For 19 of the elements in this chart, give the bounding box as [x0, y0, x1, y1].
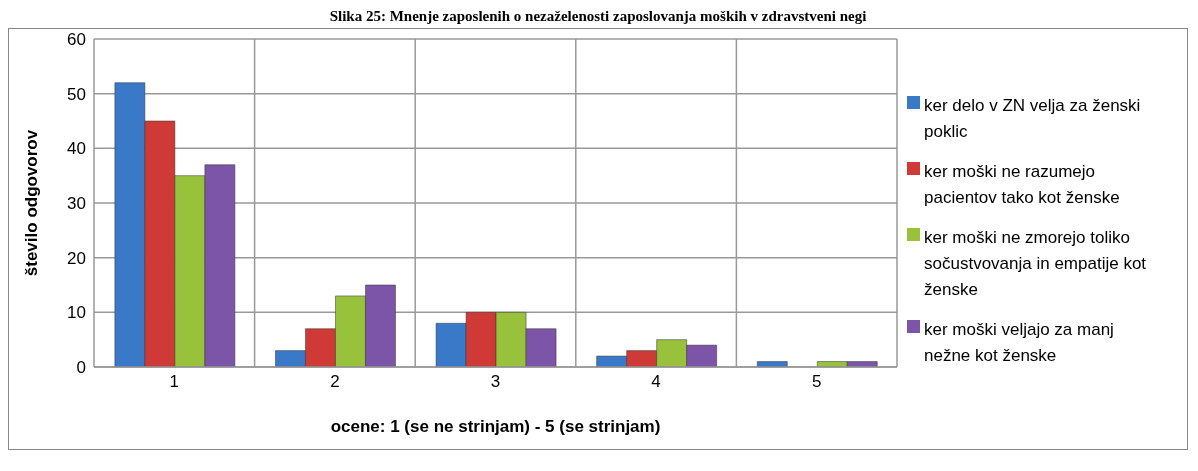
y-tick-label: 60 — [67, 30, 86, 50]
legend-label: ker delo v ZN velja za ženski poklic — [924, 95, 1142, 143]
legend-label: ker moški ne razumejo pacientov tako kot ženske — [924, 161, 1121, 209]
x-tick-label: 5 — [811, 372, 822, 392]
y-tick-label: 30 — [67, 194, 86, 214]
x-axis-title: ocene: 1 (se ne strinjam) - 5 (se strinjam) — [330, 417, 661, 436]
legend-label: ker moški ne zmorejo toliko sočustvovanja in empatije kot ženske — [924, 227, 1148, 301]
x-tick-label: 4 — [651, 372, 661, 392]
y-axis-title: število odgovorov — [22, 129, 42, 277]
x-tick-label: 3 — [490, 372, 501, 392]
x-tick-label: 2 — [330, 372, 340, 392]
y-tick-label: 0 — [76, 358, 86, 378]
chart-title: Slika 25: Mnenje zaposlenih o nezaželenosti zaposlovanja moških v zdravstveni negi — [328, 8, 868, 26]
x-tick-label: 1 — [169, 372, 180, 392]
y-tick-label: 50 — [67, 84, 86, 104]
y-tick-label: 10 — [67, 303, 86, 323]
y-tick-label: 20 — [67, 248, 86, 268]
legend-label: ker moški veljajo za manj nežne kot ženske — [924, 319, 1115, 367]
y-tick-label: 40 — [67, 139, 86, 159]
